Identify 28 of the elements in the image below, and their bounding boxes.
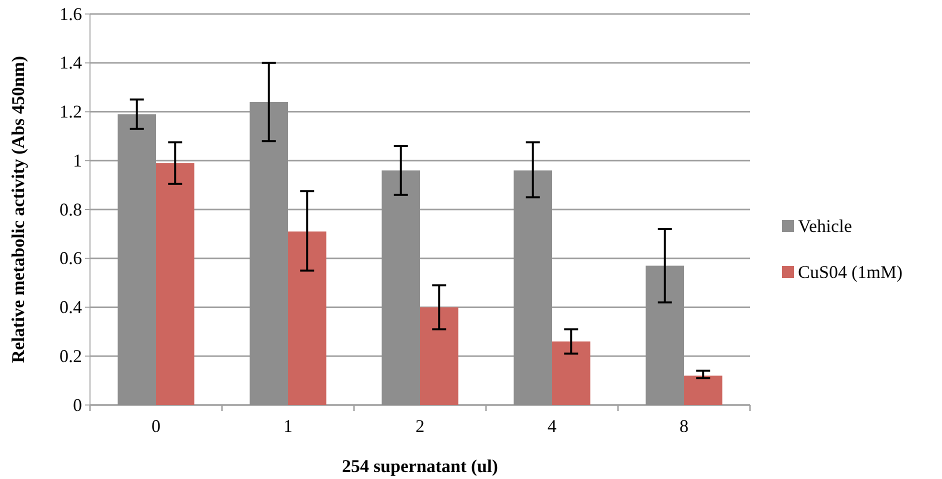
bar xyxy=(420,307,458,405)
y-tick-label: 1.6 xyxy=(60,4,82,24)
bar xyxy=(382,170,420,405)
bar xyxy=(684,376,722,405)
y-tick-label: 1.2 xyxy=(60,102,82,122)
legend-label: Vehicle xyxy=(798,216,852,236)
x-tick-label: 1 xyxy=(284,416,292,436)
y-axis-title: Relative metabolic activity (Abs 450nm) xyxy=(8,56,28,363)
bar xyxy=(514,170,552,405)
bar xyxy=(156,163,194,405)
bar xyxy=(288,231,326,405)
x-tick-label: 0 xyxy=(152,416,160,436)
y-tick-label: 0.6 xyxy=(60,248,82,268)
x-tick-label: 8 xyxy=(680,416,688,436)
bar xyxy=(250,102,288,405)
y-tick-label: 0 xyxy=(73,394,82,415)
y-tick-label: 1 xyxy=(73,150,82,170)
y-tick-label: 0.8 xyxy=(60,199,82,220)
bar xyxy=(552,341,590,405)
bar xyxy=(118,114,156,405)
legend-label: CuS04 (1mM) xyxy=(798,262,903,282)
x-tick-label: 4 xyxy=(548,416,556,436)
x-tick-label: 2 xyxy=(416,416,424,436)
y-tick-label: 1.4 xyxy=(60,52,82,73)
bar xyxy=(646,266,684,405)
x-axis-title: 254 supernatant (ul) xyxy=(342,456,498,476)
y-tick-label: 0.4 xyxy=(60,297,82,318)
y-tick-label: 0.2 xyxy=(60,346,82,366)
